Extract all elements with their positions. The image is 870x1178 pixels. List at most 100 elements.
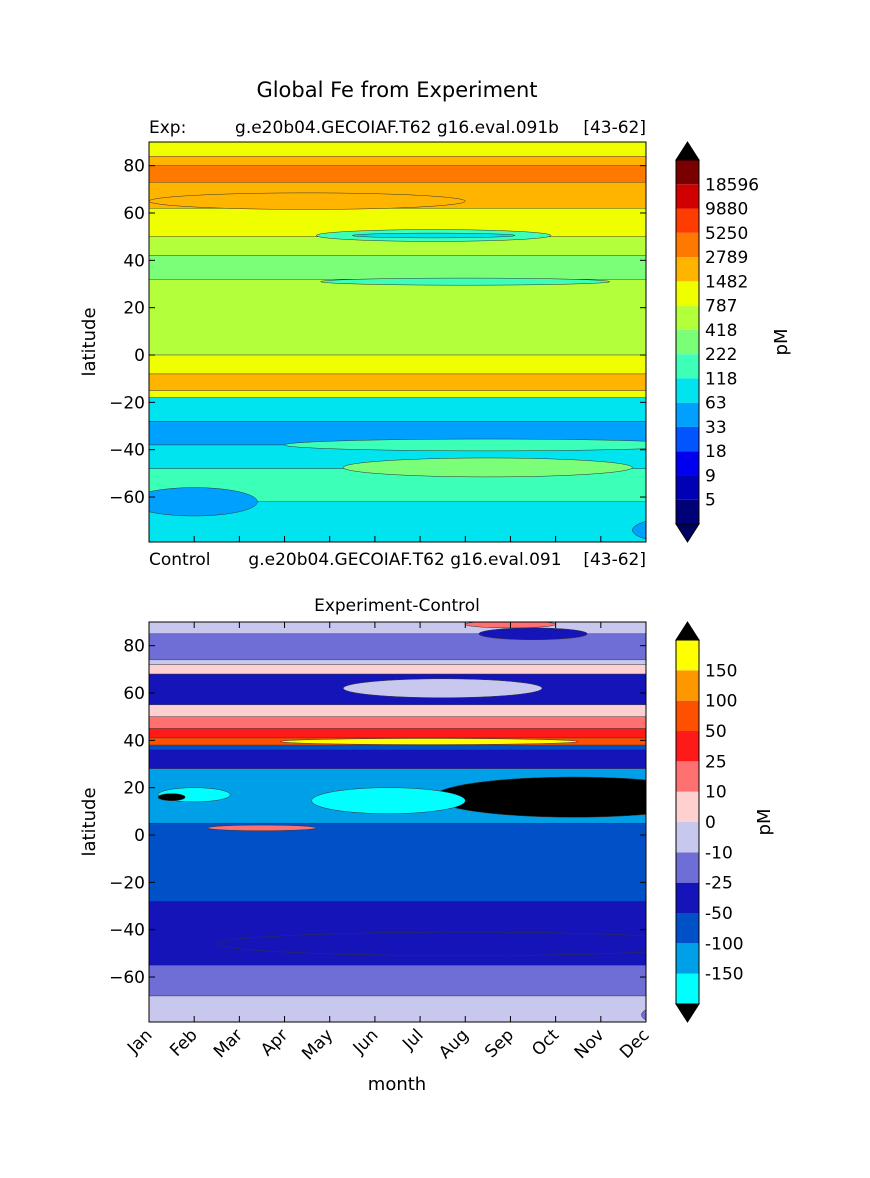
top-contour-band — [149, 390, 646, 398]
bot-contour-blob — [279, 738, 579, 745]
bot-x-tick-label: Apr — [257, 1025, 292, 1060]
bot-y-tick-label: 40 — [123, 731, 145, 751]
bot-contour-band — [149, 744, 646, 751]
bot-contour-blob — [157, 793, 186, 801]
top-colorbar-tick-label: 5250 — [705, 224, 748, 244]
top-contour-band — [149, 373, 646, 391]
bot-y-tick-label: −60 — [109, 968, 145, 988]
top-contour-blob — [149, 192, 466, 210]
bot-contour-bands — [149, 622, 646, 1022]
top-y-tick-label: −40 — [109, 441, 145, 461]
bot-contour-blob — [207, 824, 317, 832]
bot-colorbar-segment — [676, 973, 699, 1004]
top-y-label: latitude — [79, 307, 100, 376]
top-colorbar-segment — [676, 257, 699, 282]
top-colorbar-tick-label: 18 — [705, 442, 727, 462]
bot-x-tick-label: Jan — [123, 1025, 156, 1058]
bot-contour-band — [149, 822, 646, 902]
bot-contour-blobs — [157, 622, 646, 1021]
top-contour-blob — [343, 457, 633, 478]
top-colorbar-segment — [676, 305, 699, 330]
top-colorbar-extend-min — [675, 523, 700, 543]
top-plot-area — [149, 142, 646, 542]
top-colorbar-segment — [676, 329, 699, 355]
top-colorbar-tick-label: 33 — [705, 418, 727, 438]
bot-colorbar-segment — [676, 700, 699, 731]
top-contour-band — [149, 142, 646, 157]
bot-x-tick-label: May — [298, 1025, 337, 1064]
top-colorbar-tick-label: 9880 — [705, 200, 748, 220]
bot-y-label: latitude — [79, 787, 100, 856]
top-colorbar-segment — [676, 354, 699, 379]
top-colorbar-segment — [676, 426, 699, 452]
top-title-right: [43-62] — [583, 118, 646, 138]
bot-colorbar-tick-label: 150 — [705, 661, 737, 681]
bot-contour-band — [149, 659, 646, 665]
bot-x-tick-label: Jul — [398, 1025, 427, 1054]
top-colorbar-tick-label: 2789 — [705, 248, 748, 268]
top-contour-band — [149, 397, 646, 422]
top-y-tick-label: 20 — [123, 299, 145, 319]
bot-contour-blob — [216, 931, 646, 956]
top-contour-band — [149, 255, 646, 280]
bot-colorbar-tick-label: -100 — [705, 934, 744, 954]
bot-x-tick-label: Mar — [210, 1025, 247, 1062]
top-y-tick-label: 0 — [134, 346, 145, 366]
top-colorbar-tick-label: 63 — [705, 394, 727, 414]
top-colorbar-tick-label: 118 — [705, 369, 737, 389]
bot-x-tick-label: Nov — [571, 1025, 609, 1063]
top-colorbar-extend-max — [675, 141, 700, 161]
top-y-axis: 80 60 40 20 0 −20 −40 −60 — [109, 157, 647, 542]
bot-colorbar-segment — [676, 943, 699, 974]
top-y-tick-label: 60 — [123, 204, 145, 224]
top-colorbar-segment — [676, 208, 699, 233]
bot-contour-band — [149, 716, 646, 729]
bot-colorbar-extend-max — [675, 621, 700, 641]
bot-y-tick-label: 60 — [123, 684, 145, 704]
bot-contour-blob — [433, 776, 646, 818]
bot-x-tick-label: Feb — [166, 1025, 201, 1060]
bot-y-tick-label: 80 — [123, 637, 145, 657]
top-plot-frame — [148, 141, 647, 543]
top-colorbar-segment — [676, 184, 699, 209]
bot-colorbar-segment — [676, 731, 699, 762]
top-contour-blobs — [149, 192, 646, 540]
bot-colorbar-tick-label: -150 — [705, 965, 744, 985]
bot-contour-band — [149, 964, 646, 997]
bot-plot-area — [149, 622, 646, 1022]
top-contour-blob — [284, 438, 646, 452]
top-colorbar-tick-label: 18596 — [705, 175, 759, 195]
bot-y-tick-label: 0 — [134, 826, 145, 846]
top-y-tick-label: 80 — [123, 157, 145, 177]
top-colorbar-segment — [676, 475, 699, 500]
bot-colorbar-segment — [676, 852, 699, 883]
bot-y-tick-label: −40 — [109, 921, 145, 941]
bot-colorbar-tick-label: -25 — [705, 874, 733, 894]
bot-contour-band — [149, 728, 646, 739]
top-colorbar-segment — [676, 499, 699, 524]
figure-suptitle: Global Fe from Experiment — [256, 78, 537, 102]
bot-colorbar-frame — [675, 639, 700, 1005]
bot-colorbar-tick-label: 10 — [705, 783, 727, 803]
bot-title-right: [43-62] — [583, 550, 646, 570]
bot-title-left: Control — [149, 550, 210, 570]
bot-y-tick-label: −20 — [109, 873, 145, 893]
bot-contour-blob — [311, 787, 466, 814]
bot-panel-title: Experiment-Control — [314, 596, 480, 616]
bot-colorbar-tick-label: 100 — [705, 692, 737, 712]
bot-colorbar-segment — [676, 791, 699, 822]
top-colorbar-tick-label: 9 — [705, 466, 716, 486]
top-colorbar-tick-label: 1482 — [705, 272, 748, 292]
bot-x-tick-label: Aug — [435, 1025, 473, 1063]
top-contour-blob — [320, 277, 611, 286]
top-title-center: g.e20b04.GECOIAF.T62 g16.eval.091b — [235, 118, 559, 138]
top-y-tick-label: −20 — [109, 393, 145, 413]
top-colorbar-segment — [676, 160, 699, 185]
top-colorbar: 18596 9880 5250 2789 1482 787 418 222 118 63 33 18 9… — [675, 141, 759, 543]
top-contour-blob — [149, 487, 258, 517]
top-colorbar-tick-label: 787 — [705, 297, 737, 317]
bot-contour-blob — [478, 627, 588, 641]
bot-plot-frame — [148, 621, 647, 1023]
bot-y-tick-label: 20 — [123, 779, 145, 799]
bot-contour-band — [149, 995, 646, 1022]
